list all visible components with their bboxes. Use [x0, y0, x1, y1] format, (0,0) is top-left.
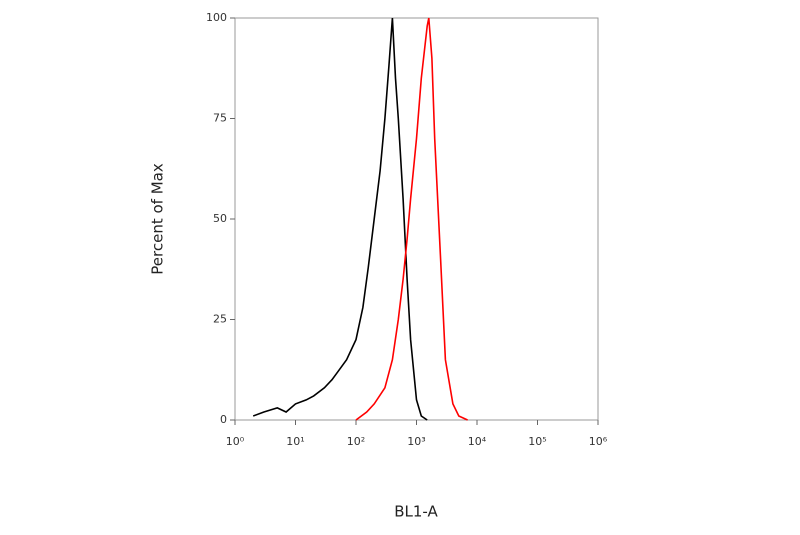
- plot-frame: [234, 17, 599, 421]
- y-tick-label: 25: [213, 313, 227, 326]
- x-tick-label: 10²: [347, 435, 365, 448]
- x-tick-label: 10³: [407, 435, 425, 448]
- y-tick-label: 50: [213, 212, 227, 225]
- y-tick-label: 100: [206, 11, 227, 24]
- x-tick-label: 10⁶: [589, 435, 608, 448]
- x-tick-label: 10⁵: [528, 435, 546, 448]
- y-tick-label: 0: [220, 413, 227, 426]
- y-tick-label: 75: [213, 112, 227, 125]
- x-tick-label: 10⁴: [468, 435, 487, 448]
- series-line: [252, 17, 428, 421]
- x-tick-label: 10⁰: [226, 435, 245, 448]
- x-axis-title: BL1-A: [394, 503, 438, 521]
- series-line: [355, 17, 468, 421]
- x-tick-label: 10¹: [286, 435, 304, 448]
- y-axis-title: Percent of Max: [149, 163, 167, 275]
